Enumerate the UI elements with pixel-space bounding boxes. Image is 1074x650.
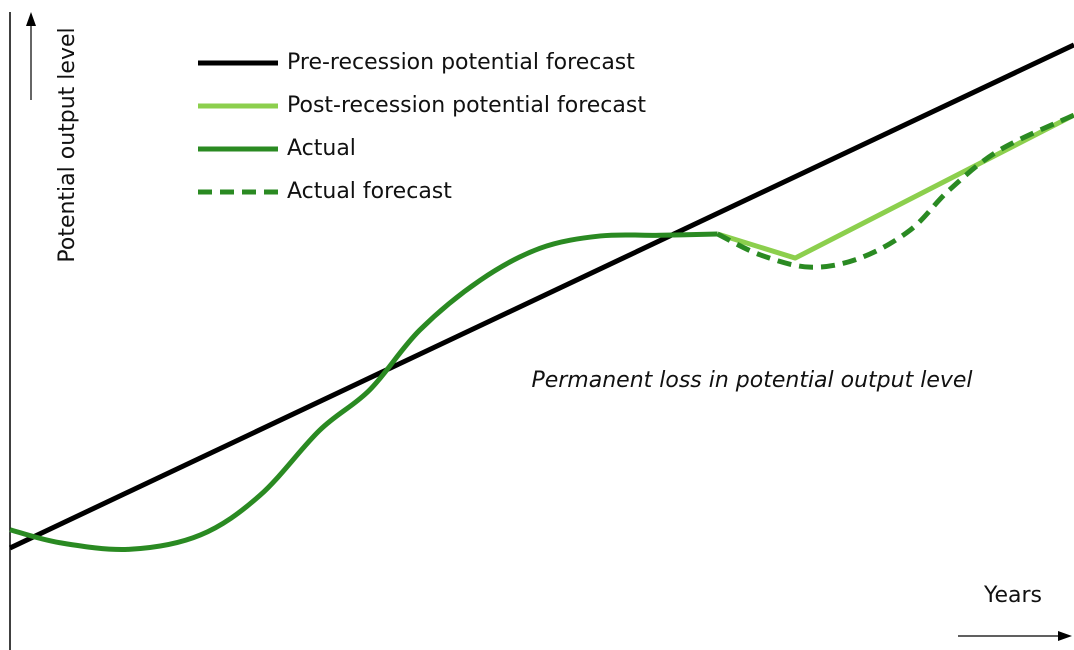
legend-label: Actual: [287, 136, 356, 161]
y-axis-label: Potential output level: [55, 27, 80, 262]
legend: Pre-recession potential forecast Post-rec…: [198, 50, 646, 204]
annotation: Permanent loss in potential output level: [531, 368, 972, 393]
series-line: [716, 112, 1074, 261]
series-line: [9, 231, 718, 552]
x-arrowhead: [1058, 631, 1072, 641]
plot-area: [8, 42, 1074, 552]
x-axis-label: Years: [983, 583, 1042, 608]
legend-label: Pre-recession potential forecast: [287, 50, 635, 75]
series-line: [8, 42, 1074, 551]
y-arrowhead: [26, 12, 36, 26]
legend-label: Post-recession potential forecast: [287, 93, 646, 118]
legend-label: Actual forecast: [287, 179, 452, 204]
series-line: [716, 112, 1074, 270]
